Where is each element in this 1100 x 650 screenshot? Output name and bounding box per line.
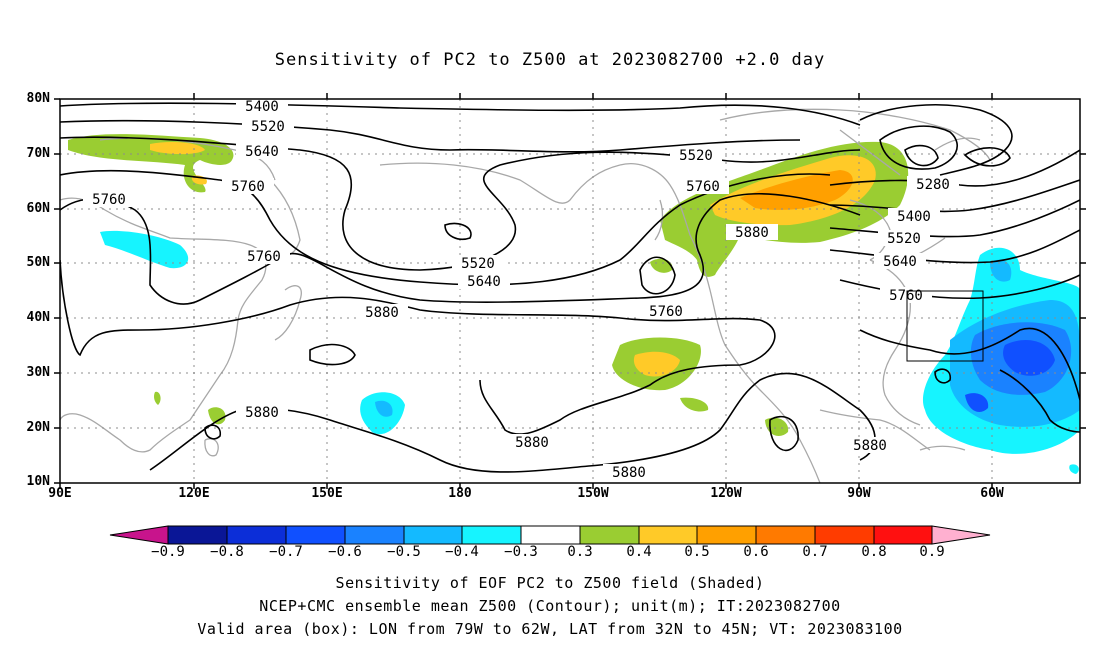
lon-tick-label: 90W [847, 486, 871, 501]
tick-marks [54, 93, 1086, 489]
lon-tick-label: 120E [178, 486, 210, 501]
colorbar-label: 0.3 [567, 544, 593, 560]
colorbar-cell [167, 525, 228, 545]
colorbar-cell [814, 525, 875, 545]
contour-labels: 5400 5520 5640 5760 5760 5760 5880 5880 … [83, 99, 959, 481]
contour-label: 5760 [92, 192, 126, 208]
contour-label: 5400 [897, 209, 931, 225]
colorbar-label: 0.8 [861, 544, 887, 560]
colorbar-label: −0.9 [151, 544, 185, 560]
lon-tick-label: 150E [311, 486, 343, 501]
contour-label: 5880 [365, 305, 399, 321]
colorbar [109, 525, 991, 545]
colorbar-low-end [109, 525, 169, 545]
graticule [60, 99, 1080, 483]
caption-line-3: Valid area (box): LON from 79W to 62W, L… [197, 620, 903, 638]
contour-label: 5880 [245, 405, 279, 421]
colorbar-label: −0.4 [445, 544, 479, 560]
lon-tick-label: 120W [710, 486, 742, 501]
colorbar-cell [344, 525, 405, 545]
colorbar-label: −0.6 [328, 544, 362, 560]
lon-tick-label: 150W [577, 486, 609, 501]
colorbar-cell [520, 525, 581, 545]
colorbar-label: −0.5 [387, 544, 421, 560]
colorbar-label: 0.4 [626, 544, 652, 560]
colorbar-cell [461, 525, 522, 545]
contour-label: 5760 [649, 304, 683, 320]
lat-tick-label: 70N [26, 146, 50, 161]
colorbar-cell [579, 525, 640, 545]
contour-label: 5280 [916, 177, 950, 193]
lon-tick-label: 60W [980, 486, 1004, 501]
lat-tick-label: 40N [26, 310, 50, 325]
map-frame [59, 98, 1081, 484]
colorbar-label: −0.7 [269, 544, 303, 560]
colorbar-label: 0.9 [919, 544, 945, 560]
colorbar-label: 0.6 [743, 544, 769, 560]
colorbar-high-end [931, 525, 991, 545]
plot-title: Sensitivity of PC2 to Z500 at 2023082700… [274, 50, 826, 70]
contour-label: 5520 [679, 148, 713, 164]
contour-label: 5760 [231, 179, 265, 195]
lat-tick-label: 20N [26, 420, 50, 435]
caption-line-1: Sensitivity of EOF PC2 to Z500 field (Sh… [335, 574, 765, 592]
colorbar-cell [873, 525, 933, 545]
contour-label: 5760 [889, 288, 923, 304]
lat-tick-label: 80N [26, 91, 50, 106]
shading-layer [68, 134, 1080, 474]
contour-label: 5640 [467, 274, 501, 290]
lat-tick-label: 10N [26, 474, 50, 489]
contour-label: 5880 [612, 465, 646, 481]
lat-tick-label: 30N [26, 365, 50, 380]
colorbar-cell [285, 525, 346, 545]
valid-area-box [906, 290, 984, 362]
colorbar-cell [638, 525, 698, 545]
lat-tick-label: 50N [26, 255, 50, 270]
colorbar-cell [755, 525, 816, 545]
contour-label: 5880 [735, 225, 769, 241]
lon-tick-label: 180 [448, 486, 472, 501]
contour-label: 5520 [461, 256, 495, 272]
colorbar-cell [696, 525, 757, 545]
colorbar-label: −0.3 [504, 544, 538, 560]
colorbar-label: −0.8 [210, 544, 244, 560]
contour-label: 5640 [883, 254, 917, 270]
contour-label: 5760 [686, 179, 720, 195]
lat-tick-label: 60N [26, 201, 50, 216]
lon-tick-label: 90E [48, 486, 72, 501]
contour-label: 5880 [853, 438, 887, 454]
colorbar-label: 0.7 [802, 544, 828, 560]
contour-label: 5760 [247, 249, 281, 265]
colorbar-label: 0.5 [684, 544, 710, 560]
contour-label: 5880 [515, 435, 549, 451]
contour-label: 5400 [245, 99, 279, 115]
contour-label: 5520 [251, 119, 285, 135]
contour-label: 5520 [887, 231, 921, 247]
colorbar-cell [403, 525, 463, 545]
contour-label: 5640 [245, 144, 279, 160]
colorbar-cell [226, 525, 287, 545]
caption-line-2: NCEP+CMC ensemble mean Z500 (Contour); u… [259, 597, 841, 615]
